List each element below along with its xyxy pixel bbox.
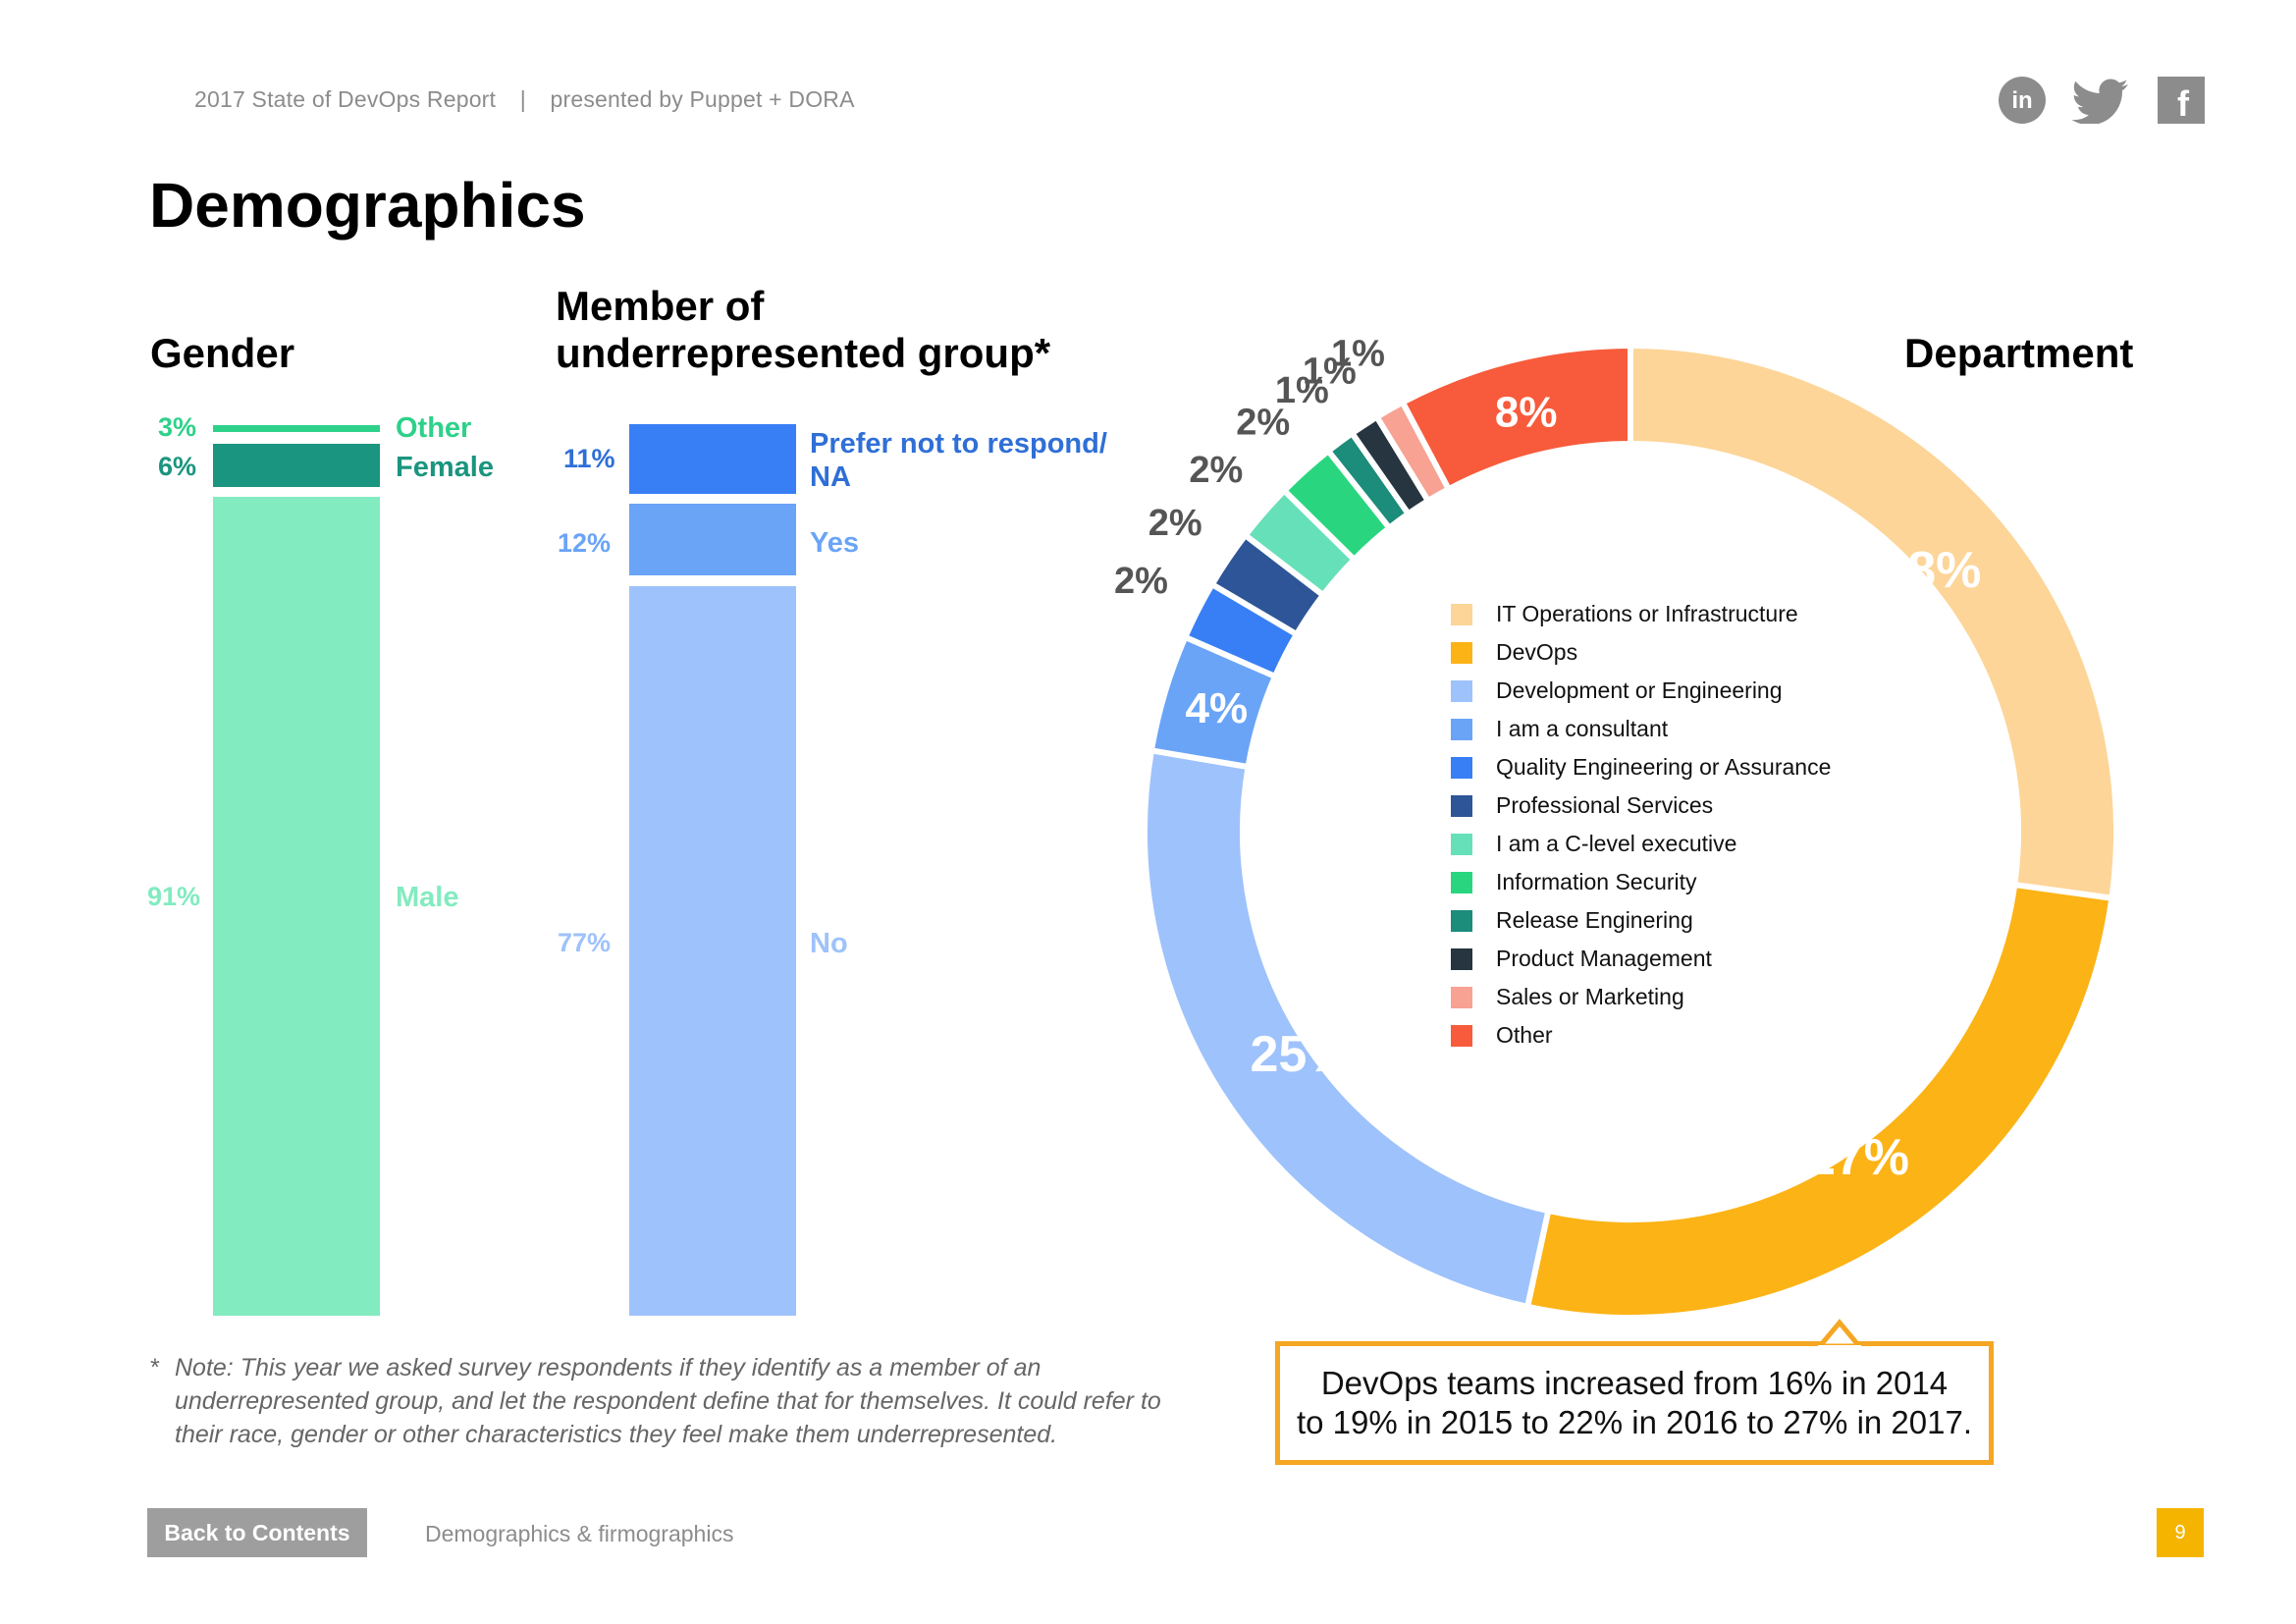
- gender-title: Gender: [150, 330, 295, 376]
- legend-item-other: Other: [1451, 1016, 1831, 1055]
- legend-swatch: [1451, 833, 1472, 855]
- legend-item-quality-engineering-or-assurance: Quality Engineering or Assurance: [1451, 748, 1831, 786]
- svg-text:in: in: [2011, 87, 2032, 114]
- donut-label-i-am-a-c-level-executive: 2%: [1189, 450, 1243, 491]
- gender-other-label: Other: [396, 412, 472, 444]
- legend-label: I am a C-level executive: [1496, 831, 1737, 856]
- department-legend: IT Operations or Infrastructure DevOps Dev…: [1451, 595, 1831, 1055]
- gender-male-label: Male: [396, 882, 459, 913]
- legend-item-i-am-a-c-level-executive: I am a C-level executive: [1451, 825, 1831, 863]
- underrep-prefer-label-line2: NA: [810, 461, 851, 493]
- legend-item-product-management: Product Management: [1451, 940, 1831, 978]
- legend-item-it-operations-or-infrastructure: IT Operations or Infrastructure: [1451, 595, 1831, 633]
- twitter-icon[interactable]: [2071, 77, 2132, 124]
- underrep-no-label: No: [810, 928, 848, 959]
- underrep-yes-pct: 12%: [558, 528, 612, 558]
- callout-pointer: [1818, 1319, 1861, 1348]
- legend-label: Sales or Marketing: [1496, 984, 1684, 1009]
- donut-label-other: 8%: [1495, 389, 1558, 437]
- underrep-prefer-pct: 11%: [563, 444, 615, 473]
- donut-label-release-enginering: 1%: [1275, 370, 1329, 411]
- page-title: Demographics: [149, 170, 586, 241]
- donut-slice-other: [1399, 343, 1633, 493]
- legend-swatch: [1451, 718, 1472, 740]
- legend-swatch: [1451, 756, 1472, 779]
- underrep-title: Member of underrepresented group*: [556, 283, 1050, 377]
- legend-label: Product Management: [1496, 946, 1712, 971]
- donut-label-quality-engineering-or-assurance: 2%: [1114, 561, 1168, 602]
- donut-label-sales-or-marketing: 1%: [1331, 334, 1385, 375]
- underrep-prefer-label-line1: Prefer not to respond/: [810, 428, 1107, 460]
- legend-item-sales-or-marketing: Sales or Marketing: [1451, 978, 1831, 1016]
- header-separator: |: [519, 86, 526, 112]
- callout-line1: DevOps teams increased from 16% in 2014: [1320, 1365, 1949, 1401]
- facebook-icon[interactable]: f: [2158, 77, 2205, 124]
- gender-female-pct: 6%: [158, 452, 197, 481]
- report-title: 2017 State of DevOps Report: [194, 86, 497, 112]
- legend-swatch: [1451, 947, 1472, 970]
- gender-male-pct: 91%: [147, 882, 201, 911]
- underrep-no-bar: [629, 586, 796, 1316]
- legend-label: Quality Engineering or Assurance: [1496, 754, 1832, 780]
- gender-female-bar: [213, 444, 380, 487]
- footnote-text: Note: This year we asked survey responde…: [175, 1354, 1161, 1448]
- legend-swatch: [1451, 679, 1472, 702]
- underrep-title-line1: Member of: [556, 283, 765, 329]
- gender-male-bar: [213, 497, 380, 1316]
- legend-swatch: [1451, 1024, 1472, 1047]
- legend-item-information-security: Information Security: [1451, 863, 1831, 901]
- department-title: Department: [1904, 330, 2134, 376]
- legend-label: Development or Engineering: [1496, 677, 1783, 703]
- report-header: 2017 State of DevOps Report | presented …: [194, 86, 855, 113]
- donut-label-information-security: 2%: [1236, 402, 1290, 443]
- legend-label: Information Security: [1496, 869, 1697, 894]
- donut-label-i-am-a-consultant: 4%: [1186, 684, 1249, 732]
- devops-callout: DevOps teams increased from 16% in 2014 …: [1275, 1341, 1994, 1465]
- donut-label-development-or-engineering: 25%: [1251, 1026, 1353, 1083]
- gender-other-pct: 3%: [158, 412, 197, 442]
- legend-swatch: [1451, 641, 1472, 664]
- legend-label: Release Enginering: [1496, 907, 1693, 933]
- donut-label-it-operations-or-infrastructure: 28%: [1879, 542, 1981, 599]
- legend-item-development-or-engineering: Development or Engineering: [1451, 672, 1831, 710]
- legend-swatch: [1451, 794, 1472, 817]
- back-to-contents-button[interactable]: Back to Contents: [147, 1508, 367, 1557]
- legend-label: Other: [1496, 1022, 1553, 1048]
- underrep-title-line2: underrepresented group*: [556, 330, 1051, 376]
- underrep-prefer-bar: [629, 424, 796, 494]
- legend-swatch: [1451, 871, 1472, 893]
- donut-label-devops: 27%: [1807, 1129, 1909, 1186]
- donut-label-professional-services: 2%: [1148, 503, 1202, 544]
- svg-text:f: f: [2177, 83, 2190, 124]
- legend-label: IT Operations or Infrastructure: [1496, 601, 1798, 626]
- legend-label: I am a consultant: [1496, 716, 1669, 741]
- footnote-star: *: [149, 1354, 159, 1381]
- underrep-prefer-label: Prefer not to respond/ NA: [810, 427, 1107, 494]
- legend-item-devops: DevOps: [1451, 633, 1831, 672]
- legend-item-i-am-a-consultant: I am a consultant: [1451, 710, 1831, 748]
- underrep-no-pct: 77%: [558, 928, 612, 957]
- footer-section-label: Demographics & firmographics: [425, 1521, 734, 1546]
- donut-slice-it-operations-or-infrastructure: [1628, 343, 2119, 901]
- legend-item-release-enginering: Release Enginering: [1451, 901, 1831, 940]
- gender-other-bar: [213, 425, 380, 432]
- legend-swatch: [1451, 909, 1472, 932]
- page-number: 9: [2157, 1508, 2204, 1557]
- legend-swatch: [1451, 986, 1472, 1008]
- presenter-text: presented by Puppet + DORA: [550, 86, 855, 112]
- legend-item-professional-services: Professional Services: [1451, 786, 1831, 825]
- gender-female-label: Female: [396, 452, 494, 483]
- legend-swatch: [1451, 603, 1472, 625]
- underrep-yes-label: Yes: [810, 527, 859, 559]
- callout-line2: to 19% in 2015 to 22% in 2016 to 27% in …: [1296, 1404, 1973, 1440]
- footnote: * Note: This year we asked survey respon…: [149, 1351, 1190, 1451]
- underrep-yes-bar: [629, 504, 796, 575]
- legend-label: DevOps: [1496, 639, 1578, 665]
- linkedin-icon[interactable]: in: [1999, 77, 2046, 124]
- donut-label-product-management: 1%: [1303, 351, 1357, 392]
- legend-label: Professional Services: [1496, 792, 1714, 818]
